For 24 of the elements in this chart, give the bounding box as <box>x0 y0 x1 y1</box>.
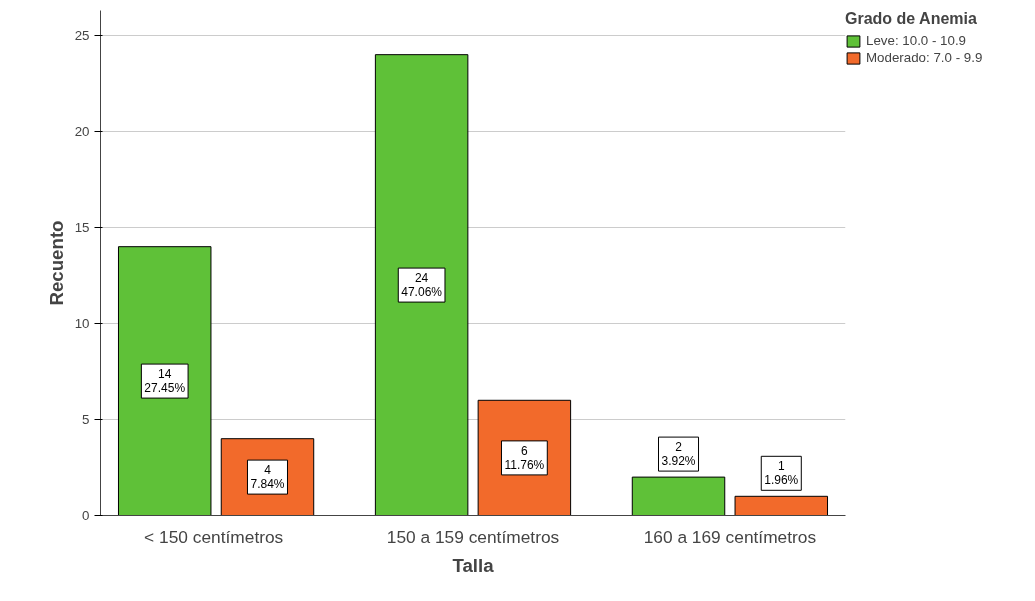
x-axis-title: Talla <box>452 554 495 576</box>
data-label: 24 47.06% <box>401 271 443 300</box>
data-label: 2 3.92% <box>661 440 696 469</box>
legend-label: Leve: 10.0 - 10.9 <box>866 33 967 48</box>
data-label: 1 1.96% <box>764 459 799 488</box>
y-tick-label: 5 <box>82 411 90 427</box>
data-label: 6 11.76% <box>504 443 545 472</box>
x-tick-label: 150 a 159 centímetros <box>386 526 560 547</box>
y-axis-title: Recuento <box>45 220 67 306</box>
x-tick-label: 160 a 169 centímetros <box>643 526 817 547</box>
legend-title: Grado de Anemia <box>845 10 978 28</box>
legend-label: Moderado: 7.0 - 9.9 <box>866 50 983 65</box>
y-tick-label: 15 <box>74 219 90 235</box>
y-tick-label: 0 <box>82 508 90 523</box>
bar <box>374 54 469 516</box>
data-label: 4 7.84% <box>250 463 285 492</box>
x-tick-label: < 150 centímetros <box>144 526 284 547</box>
y-tick-label: 10 <box>74 315 90 331</box>
y-tick-label: 20 <box>74 123 90 139</box>
bar <box>117 246 212 516</box>
y-tick-label: 25 <box>74 27 90 43</box>
bar <box>631 476 726 516</box>
bar <box>734 495 829 516</box>
data-label: 14 27.45% <box>144 367 186 396</box>
